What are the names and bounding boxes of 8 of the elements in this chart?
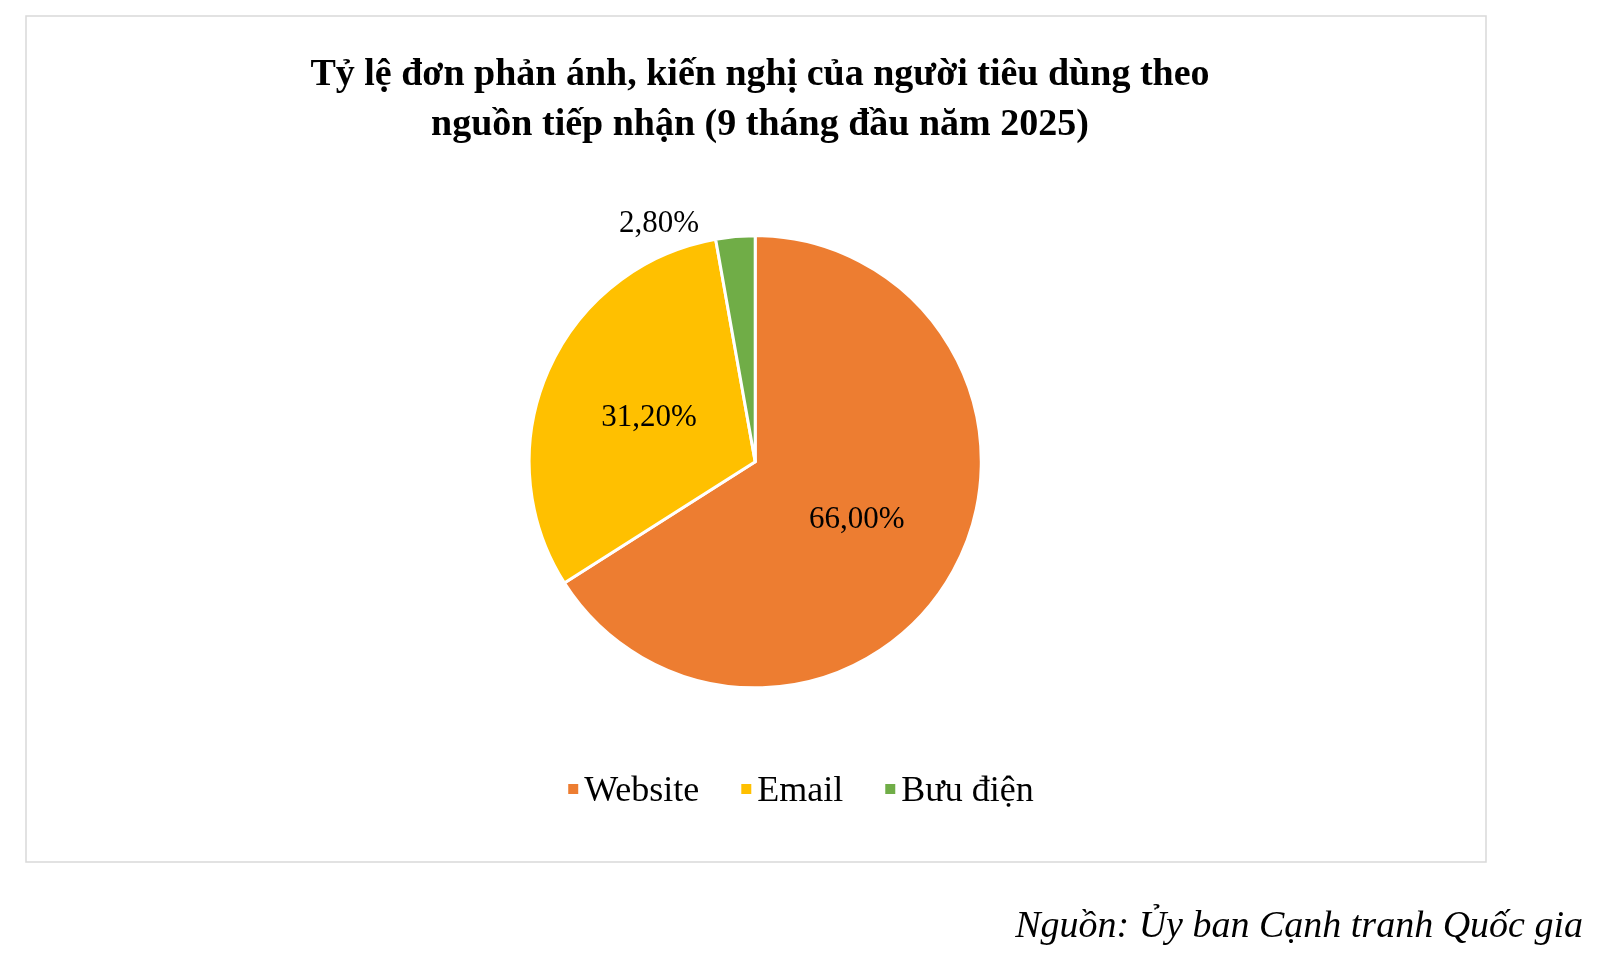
text: Nguồn: Ủy ban Cạnh tranh Quốc gia xyxy=(1014,903,1584,945)
data-label: 66,00% xyxy=(809,500,905,536)
data-label: 31,20% xyxy=(601,397,697,433)
legend-label: Website xyxy=(584,769,700,809)
chart-title: Tỷ lệ đơn phản ánh, kiến nghị của người tiêu dùng theo nguồn tiếp nhận (9 tháng đầu năm 2025) xyxy=(310,51,1210,144)
legend-label: Bưu điện xyxy=(901,769,1034,809)
data-label: 2,80% xyxy=(618,204,700,240)
legend-label: Email xyxy=(757,769,844,809)
